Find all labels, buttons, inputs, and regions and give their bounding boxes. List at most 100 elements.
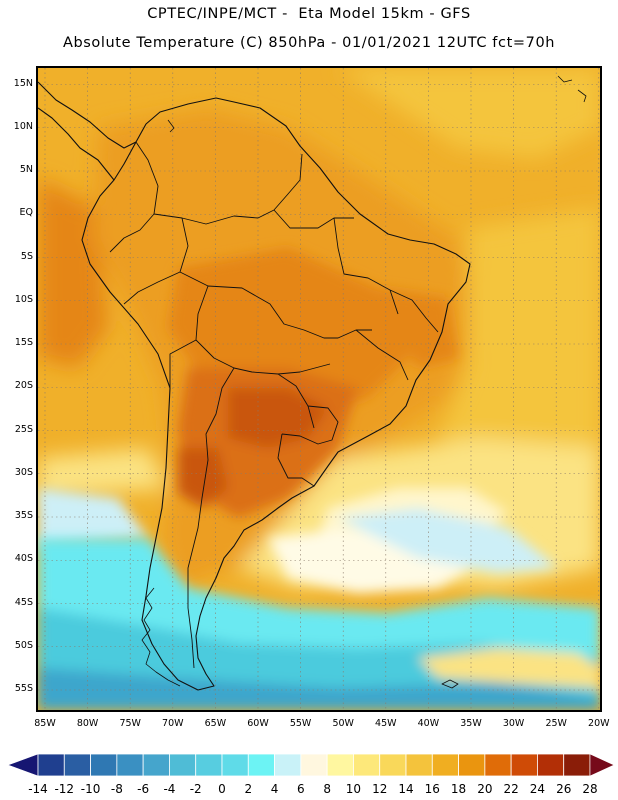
latitude-label: 35S (14, 510, 33, 521)
longitude-label: 25W (545, 718, 567, 729)
colorbar-left-arrow (7, 753, 39, 777)
zone-pacific-south (38, 448, 168, 498)
colorbar-label: 4 (270, 782, 279, 796)
colorbar-swatch (379, 753, 407, 777)
colorbar-label: 12 (372, 782, 388, 796)
zone-blue (38, 668, 600, 710)
falklands (441, 679, 459, 689)
colorbar-swatch (563, 753, 591, 777)
latitude-label: 50S (14, 639, 33, 651)
colorbar-swatch (37, 753, 65, 777)
colorbar-swatch (458, 753, 486, 777)
latitude-label: 45S (14, 596, 33, 608)
colorbar-label: -8 (110, 782, 123, 796)
longitude-label: 35W (460, 718, 482, 729)
temperature-map[interactable] (36, 66, 602, 712)
map-title-line-1: CPTEC/INPE/MCT - Eta Model 15km - GFS (147, 6, 471, 22)
temperature-map-svg (38, 68, 600, 710)
longitude-label: 45W (375, 718, 397, 729)
colorbar-label: 24 (529, 782, 546, 796)
colorbar-right-arrow (589, 753, 615, 777)
zone-northeast-hot (378, 288, 458, 368)
latitude-label: 25S (14, 423, 33, 435)
colorbar-label: 8 (323, 782, 331, 796)
colorbar-swatch (300, 753, 328, 777)
colorbar-swatch (90, 753, 118, 777)
colorbar-swatch (537, 753, 565, 777)
zone-pacific-light-cyan (38, 488, 148, 548)
colorbar-swatch (116, 753, 144, 777)
colorbar-label: -14 (28, 782, 48, 796)
longitude-label: 75W (119, 718, 141, 729)
zone-chaco-hottest (228, 388, 328, 448)
coastlines-and-borders (38, 75, 587, 691)
longitude-label: 80W (76, 718, 99, 729)
great-lakes-islands (167, 75, 587, 133)
colorbar-swatch (63, 753, 91, 777)
temperature-cores (38, 248, 558, 593)
south-america-coastline (81, 97, 471, 691)
colorbar-label: 14 (398, 782, 414, 796)
colorbar-swatch (274, 753, 302, 777)
lat-lon-grid (38, 68, 600, 710)
longitude-label: 55W (289, 718, 312, 729)
longitude-label: 30W (502, 718, 525, 729)
latitude-label: 15N (13, 77, 33, 89)
longitude-label: 60W (247, 718, 269, 729)
latitude-label: 20S (14, 380, 33, 392)
colorbar-label: -4 (163, 782, 176, 796)
colorbar-label: 6 (297, 782, 305, 796)
longitude-label: 20W (588, 718, 610, 729)
colorbar-swatch (510, 753, 538, 777)
latitude-label: 30S (14, 466, 33, 478)
latitude-label: 5N (19, 164, 33, 175)
colorbar-swatch (484, 753, 512, 777)
zone-atlantic-warm (438, 208, 600, 468)
colorbar-swatch (431, 753, 459, 777)
colorbar-swatch (169, 753, 197, 777)
map-title-line-2: Absolute Temperature (C) 850hPa - 01/01/… (62, 35, 556, 51)
colorbar-label: -2 (189, 782, 202, 796)
longitude-label: 65W (204, 718, 227, 729)
colorbar-swatch (326, 753, 354, 777)
zone-monte-hottest (178, 448, 228, 508)
colorbar-label: -12 (54, 782, 75, 796)
colorbar-label: 2 (244, 782, 253, 796)
latitude-label: 55S (14, 683, 33, 694)
latitude-label: 10S (14, 293, 33, 305)
colorbar-label: 20 (477, 782, 493, 796)
colorbar-label: 22 (503, 782, 519, 796)
colorbar-label: 10 (345, 782, 362, 796)
colorbar-swatch (247, 753, 275, 777)
latitude-label: 5S (20, 250, 33, 262)
zone-pacific-hot (38, 178, 108, 368)
longitude-label: 85W (34, 718, 56, 729)
longitude-label: 40W (417, 718, 440, 729)
latitude-label: 15S (14, 337, 33, 348)
colorbar-label: 0 (218, 782, 226, 796)
country-borders (109, 141, 439, 669)
colorbar-swatch (353, 753, 381, 777)
colorbar-swatch (142, 753, 170, 777)
latitude-label: EQ (19, 207, 33, 219)
colorbar-label: -6 (137, 782, 150, 796)
zone-warm-north-ocean (338, 68, 600, 158)
zone-southern-yellow-tongue (418, 648, 600, 688)
latitude-label: 10N (13, 120, 33, 132)
colorbar-label: -10 (80, 782, 101, 796)
colorbar-label: 28 (582, 782, 598, 796)
longitude-label: 50W (332, 718, 354, 729)
longitude-label: 70W (162, 718, 184, 729)
colorbar-label: 16 (424, 782, 440, 796)
colorbar-swatch (195, 753, 223, 777)
colorbar-swatch (405, 753, 433, 777)
colorbar-swatch (221, 753, 249, 777)
zone-light-cyan-band (338, 508, 558, 573)
colorbar (7, 753, 615, 777)
central-america-coast (38, 81, 137, 181)
cold-southern-ocean (38, 538, 600, 710)
latitude-label: 40S (14, 553, 33, 565)
southern-chile-fjords (141, 587, 181, 687)
colorbar-label: 18 (450, 782, 467, 796)
colorbar-label: 26 (556, 782, 572, 796)
